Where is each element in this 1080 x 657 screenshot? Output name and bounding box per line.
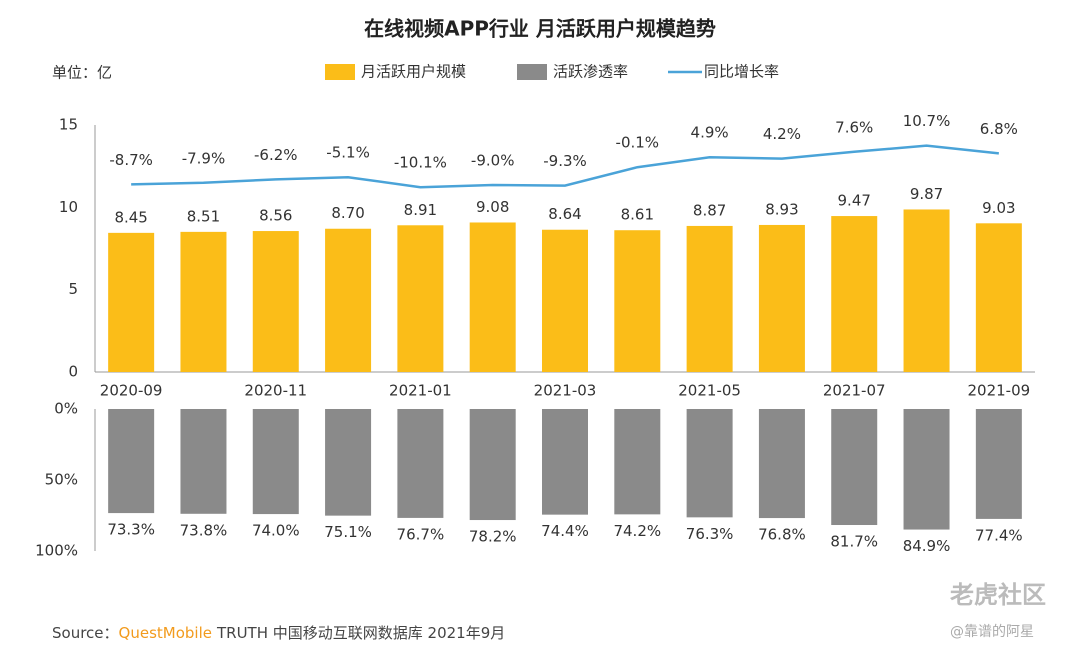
watermark-author: @靠谱的阿星 (950, 624, 1034, 640)
data-label: 81.7% (830, 533, 878, 551)
bar (542, 229, 588, 372)
bar (831, 409, 878, 526)
data-label: 76.8% (758, 526, 806, 544)
bar (686, 409, 733, 518)
data-label: 8.70 (331, 204, 364, 222)
line-label: 6.8% (980, 120, 1018, 138)
bar (397, 409, 444, 518)
bar (180, 409, 227, 514)
x-tick-label: 2020-11 (244, 382, 307, 400)
bar (108, 232, 155, 372)
data-label: 74.0% (252, 522, 300, 540)
data-label: 9.08 (476, 198, 509, 216)
data-label: 75.1% (324, 523, 372, 541)
data-label: 74.4% (541, 522, 589, 540)
data-label: 9.03 (982, 199, 1015, 217)
y-tick-label: 15 (59, 116, 78, 134)
data-label: 8.64 (548, 205, 581, 223)
line-label: -8.7% (109, 151, 153, 169)
y-tick-label: 10 (59, 198, 78, 216)
data-label: 77.4% (975, 526, 1023, 544)
line-label: 4.9% (691, 124, 729, 142)
data-label: 8.93 (765, 200, 798, 218)
bar (108, 409, 155, 514)
watermark-site: 老虎社区 (950, 581, 1046, 609)
source-prefix: Source： (52, 624, 119, 642)
bar (469, 409, 516, 521)
source-text: TRUTH 中国移动互联网数据库 2021年9月 (216, 624, 505, 642)
data-label: 84.9% (903, 537, 951, 555)
y-tick-label: 50% (45, 471, 78, 489)
data-label: 78.2% (469, 528, 517, 546)
data-label: 9.47 (838, 192, 871, 210)
y-tick-label: 0% (54, 400, 78, 418)
line-label: -9.0% (471, 152, 515, 170)
bar (180, 231, 227, 372)
bar (758, 224, 805, 372)
bar (252, 231, 299, 372)
data-label: 9.87 (910, 185, 943, 203)
data-label: 8.56 (259, 207, 292, 225)
x-tick-label: 2021-03 (534, 382, 597, 400)
legend-label: 月活跃用户规模 (361, 63, 466, 81)
data-label: 76.3% (686, 525, 734, 543)
line-label: -10.1% (394, 154, 447, 172)
line-label: -5.1% (326, 144, 370, 162)
line-label: -0.1% (616, 134, 660, 152)
bar (903, 209, 950, 372)
bar (325, 228, 372, 372)
legend-swatch (517, 64, 547, 80)
bar (903, 409, 950, 530)
data-label: 73.3% (107, 521, 155, 539)
data-label: 8.61 (621, 206, 654, 224)
x-tick-label: 2021-01 (389, 382, 452, 400)
line-label: 10.7% (903, 112, 951, 130)
bar (325, 409, 372, 516)
bar (469, 222, 516, 372)
legend-swatch (325, 64, 355, 80)
data-label: 76.7% (397, 525, 445, 543)
x-tick-label: 2021-05 (678, 382, 741, 400)
bar (975, 409, 1022, 519)
y-tick-label: 0 (68, 363, 78, 381)
data-label: 8.87 (693, 201, 726, 219)
x-tick-label: 2021-09 (968, 382, 1031, 400)
data-label: 73.8% (180, 521, 228, 539)
line-label: -6.2% (254, 146, 298, 164)
source-brand: QuestMobile (119, 624, 212, 642)
data-label: 8.91 (404, 201, 437, 219)
bar (614, 409, 661, 515)
line-label: 7.6% (835, 118, 873, 136)
bar (614, 230, 661, 372)
y-tick-label: 100% (35, 542, 78, 560)
source: Source：QuestMobile TRUTH 中国移动互联网数据库 2021年… (52, 624, 505, 642)
unit-label: 单位：亿 (52, 64, 112, 82)
legend-label: 同比增长率 (704, 63, 779, 81)
line-label: -7.9% (182, 149, 226, 167)
legend-label: 活跃渗透率 (553, 63, 628, 81)
x-tick-label: 2020-09 (100, 382, 163, 400)
x-tick-label: 2021-07 (823, 382, 886, 400)
bar (252, 409, 299, 515)
line-label: 4.2% (763, 125, 801, 143)
y-tick-label: 5 (68, 280, 78, 298)
growth-line (131, 144, 999, 189)
bar (686, 225, 733, 372)
data-label: 74.2% (613, 522, 661, 540)
bar (831, 216, 878, 372)
bar (758, 409, 805, 519)
data-label: 8.51 (187, 207, 220, 225)
chart-title: 在线视频APP行业 月活跃用户规模趋势 (364, 17, 716, 41)
bar (975, 223, 1022, 372)
bar (542, 409, 588, 515)
line-label: -9.3% (543, 152, 587, 170)
data-label: 8.45 (114, 208, 147, 226)
bar (397, 225, 444, 372)
